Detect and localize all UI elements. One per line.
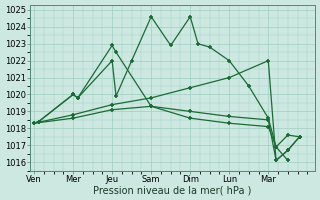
X-axis label: Pression niveau de la mer( hPa ): Pression niveau de la mer( hPa ) bbox=[93, 185, 252, 195]
